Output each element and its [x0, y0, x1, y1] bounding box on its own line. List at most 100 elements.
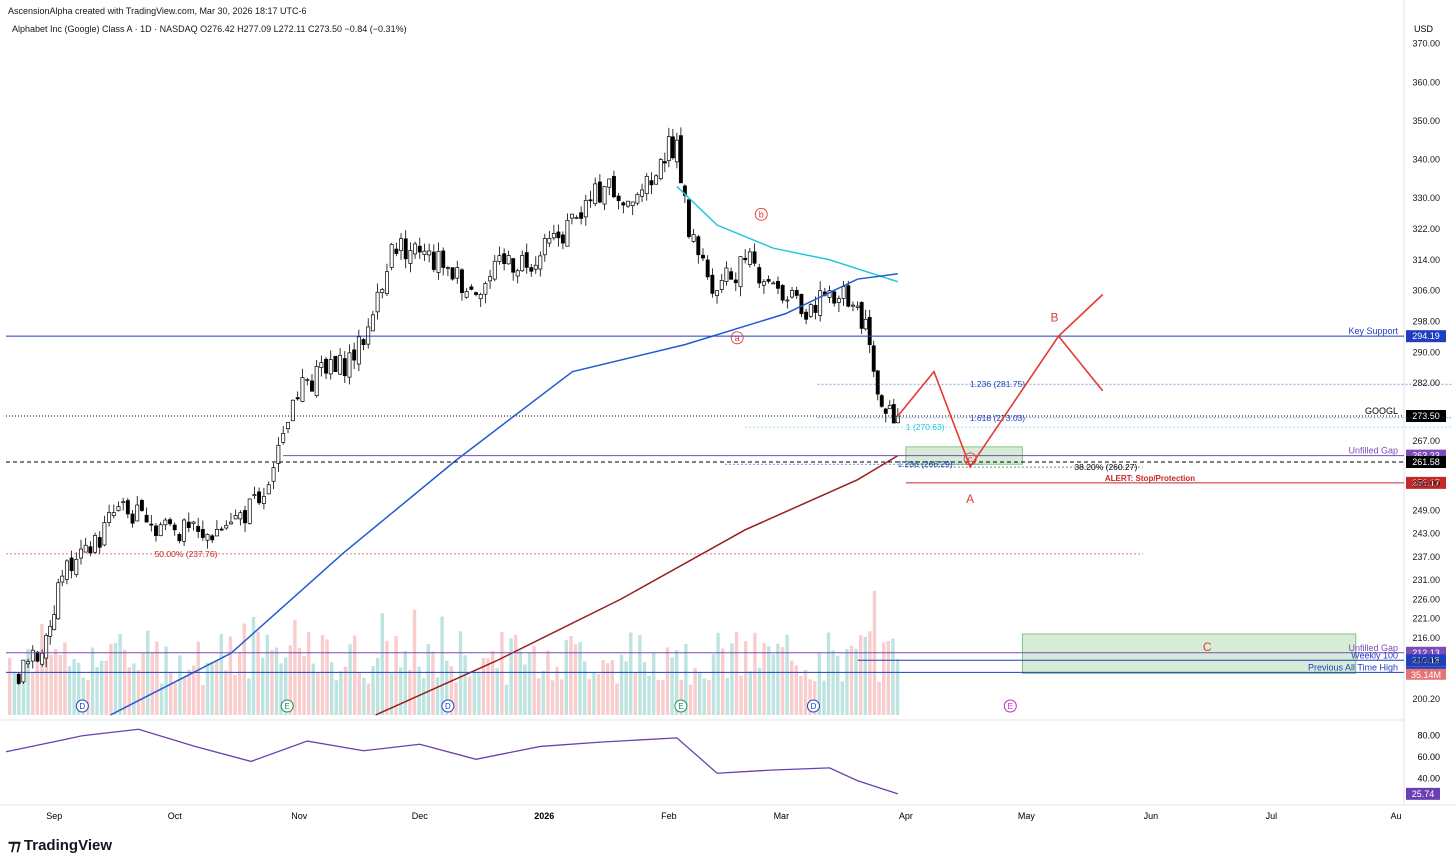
time-axis-tick: Mar: [774, 811, 790, 821]
volume-bar: [205, 662, 210, 715]
volume-bar: [182, 676, 187, 715]
price-tag: 210.18: [1412, 655, 1440, 665]
volume-bar: [109, 644, 113, 715]
volume-bar: [863, 636, 867, 715]
volume-bar: [394, 636, 398, 715]
price-axis-tick: 290.00: [1412, 347, 1440, 357]
volume-bar: [293, 619, 297, 715]
candle-body: [808, 304, 813, 317]
volume-bar: [527, 652, 532, 715]
candle-body: [556, 231, 561, 239]
candle-body: [52, 614, 57, 631]
candle-body: [851, 304, 855, 307]
volume-bar: [560, 679, 564, 715]
volume-bar: [17, 680, 21, 715]
price-tag-bg: [1406, 476, 1446, 489]
volume-bar: [164, 646, 168, 715]
volume-bar: [891, 638, 895, 715]
volume-bar: [509, 638, 513, 715]
volume-bar: [417, 666, 421, 715]
candle-body: [88, 546, 93, 554]
price-tag-bg: [1406, 330, 1446, 343]
chart-credit: AscensionAlpha created with TradingView.…: [8, 6, 307, 16]
volume-bar: [311, 663, 315, 715]
volume-bar: [297, 647, 302, 715]
volume-bar: [734, 631, 739, 715]
candle-body: [895, 415, 900, 424]
volume-bar: [707, 679, 711, 715]
volume-bar: [661, 680, 665, 715]
volume-bar: [440, 616, 444, 715]
price-tag-bg: [1406, 654, 1446, 667]
candle-body: [281, 433, 286, 443]
volume-bar: [808, 679, 812, 715]
candle-body: [682, 185, 687, 196]
price-tag: 294.19: [1412, 331, 1440, 341]
candle-body: [385, 271, 389, 294]
price-tag-bg: [1406, 455, 1446, 468]
candle-body: [538, 255, 543, 270]
candle-body: [431, 251, 436, 270]
candle-body: [696, 236, 701, 256]
volume-bar: [757, 667, 762, 715]
volume-bar: [343, 666, 348, 715]
volume-bar: [647, 675, 651, 715]
price-axis-tick: 200.20: [1412, 694, 1440, 704]
candle-body: [182, 519, 187, 542]
volume-bar: [72, 659, 76, 715]
volume-bar: [141, 652, 145, 715]
candle-body: [455, 267, 460, 279]
volume-bar: [785, 634, 789, 715]
candle-body: [705, 259, 710, 278]
candle-body: [686, 199, 691, 237]
volume-bar: [633, 672, 637, 715]
fib-label: 1.618 (273.03): [970, 413, 1025, 423]
candle-body: [399, 238, 403, 251]
volume-bar: [596, 673, 601, 715]
price-tag: 263.23: [1412, 451, 1440, 461]
volume-bar: [26, 648, 30, 715]
candle-body: [593, 183, 598, 205]
event-marker-letter: D: [811, 702, 817, 711]
volume-bar: [822, 680, 826, 715]
candle-body: [502, 253, 507, 264]
volume-bar: [12, 671, 16, 715]
time-axis-tick: May: [1018, 811, 1036, 821]
candle-body: [492, 260, 497, 280]
volume-bar: [698, 672, 702, 715]
candle-body: [243, 510, 247, 524]
candle-body: [474, 292, 478, 295]
volume-bar: [362, 678, 366, 715]
candle-body: [436, 250, 441, 273]
candle-body: [154, 525, 158, 536]
candle-body: [205, 534, 210, 541]
event-marker-icon: [1003, 699, 1017, 713]
candle-body: [662, 161, 667, 164]
fib-label: 50.00% (237.76): [155, 549, 218, 559]
candle-body: [738, 256, 743, 288]
candle-body: [413, 243, 418, 255]
volume-bar: [233, 674, 237, 715]
price-axis-tick: 360.00: [1412, 77, 1440, 87]
volume-bar: [670, 657, 674, 715]
wave-label: C: [1203, 640, 1212, 654]
candle-body: [139, 500, 144, 511]
volume-bar: [638, 635, 642, 715]
volume-bar: [845, 648, 849, 715]
volume-bar: [665, 647, 670, 715]
candle-body: [69, 557, 74, 572]
candle-body: [855, 305, 860, 308]
candle-body: [836, 298, 841, 303]
candle-body: [846, 285, 851, 307]
volume-bar: [178, 655, 182, 715]
volume-bar: [895, 659, 900, 715]
price-tag: 261.58: [1412, 457, 1440, 467]
candle-body: [56, 582, 61, 620]
candle-body: [771, 282, 776, 285]
volume-bar: [35, 654, 39, 715]
candle-body: [640, 189, 645, 197]
candle-body: [342, 358, 347, 377]
candle-body: [841, 286, 846, 299]
candle-body: [574, 216, 579, 219]
